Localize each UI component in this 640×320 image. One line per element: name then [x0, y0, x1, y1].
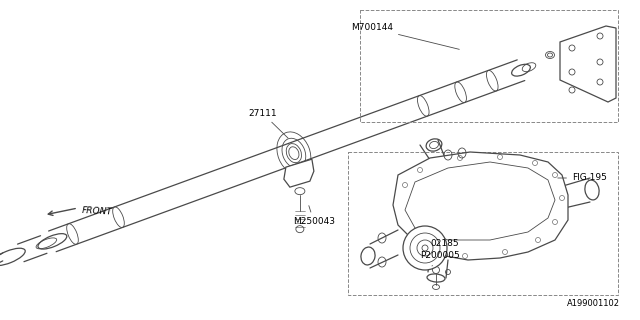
Text: M250043: M250043	[293, 206, 335, 227]
Text: FIG.195: FIG.195	[558, 173, 607, 182]
Text: 27111: 27111	[248, 108, 288, 138]
Text: A199001102: A199001102	[567, 299, 620, 308]
Text: P200005: P200005	[420, 252, 460, 266]
Text: 02185: 02185	[430, 238, 459, 253]
Ellipse shape	[403, 226, 447, 270]
Text: M700144: M700144	[351, 23, 460, 49]
Polygon shape	[560, 26, 616, 102]
Polygon shape	[393, 152, 568, 260]
Polygon shape	[284, 159, 314, 187]
Text: FRONT: FRONT	[82, 206, 113, 216]
